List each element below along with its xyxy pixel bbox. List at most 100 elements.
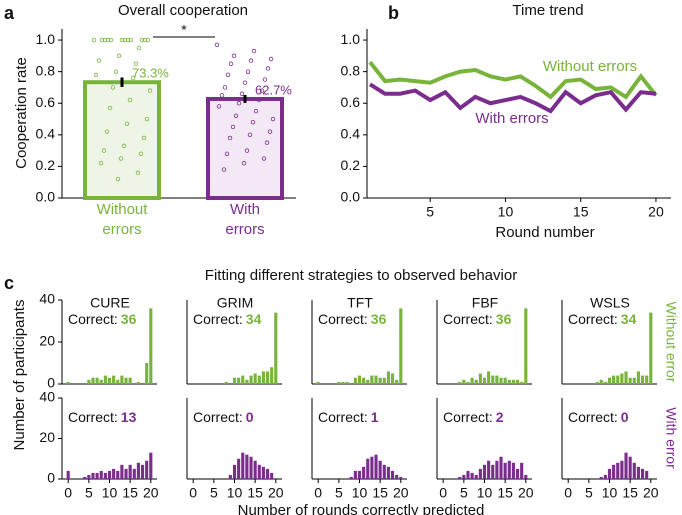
histogram-bar (270, 472, 274, 479)
histogram-bar (616, 462, 620, 479)
histogram-bar (386, 371, 390, 384)
histogram-bar (612, 375, 616, 384)
participant-point (247, 132, 253, 138)
participant-point (267, 129, 273, 134)
participant-point (119, 37, 125, 43)
histogram-bar (257, 375, 261, 384)
histogram-bar (112, 375, 116, 384)
participant-point (264, 140, 270, 145)
annotation-label: Correct: (68, 311, 118, 327)
histogram-bar (362, 466, 366, 479)
x-tick-label: 0 (439, 485, 447, 501)
histogram-bar (99, 379, 103, 384)
x-tick-label: 5 (210, 485, 218, 501)
participant-point (228, 61, 234, 66)
histogram-bar (83, 476, 87, 479)
participant-point (105, 37, 111, 43)
histogram-bar (466, 470, 470, 479)
participant-point (91, 37, 97, 43)
histogram-bar (124, 468, 128, 479)
correct-count: 36 (496, 311, 512, 327)
value-label: 73.3% (132, 66, 169, 81)
series-label: With errors (475, 110, 548, 127)
histogram-bar (599, 379, 603, 384)
histogram-bar (357, 470, 362, 479)
participant-point (230, 124, 236, 130)
histogram-bar (245, 454, 249, 479)
participant-point (127, 97, 133, 103)
histogram-bar (140, 464, 145, 479)
correct-annotation: Correct: 2 (443, 409, 504, 425)
x-tick-label: 20 (393, 485, 409, 501)
histogram-bar (87, 379, 91, 384)
participant-point (227, 135, 233, 141)
histogram-bar (524, 474, 528, 479)
histogram-bar (466, 381, 470, 384)
histogram-bar (374, 375, 378, 384)
histogram-bar (607, 468, 612, 479)
series-label: Without errors (543, 58, 637, 75)
histogram-bar (241, 375, 245, 384)
participant-point (116, 53, 122, 59)
x-tick-label: 15 (122, 485, 138, 501)
histogram-bar (390, 470, 395, 479)
y-tick-label: 20 (39, 333, 55, 349)
annotation-label: Correct: (443, 409, 493, 425)
y-tick-label: 0.2 (36, 157, 56, 173)
histogram-bar (474, 474, 478, 479)
participant-point (241, 161, 247, 166)
x-tick-label: 0 (564, 485, 572, 501)
chart-title: Overall cooperation (118, 2, 248, 19)
histogram-bar (390, 373, 395, 384)
x-tick-label: 20 (518, 485, 534, 501)
histogram-bar (341, 381, 345, 384)
histogram-bar (253, 373, 257, 384)
histogram-bar (87, 474, 91, 479)
y-tick-label: 0.0 (36, 189, 56, 205)
strategy-title: GRIM (217, 295, 254, 311)
value-label: 62.7% (255, 82, 292, 97)
histogram-bar (274, 312, 278, 384)
histogram-bar (607, 377, 612, 384)
x-tick-label: 5 (335, 485, 343, 501)
histogram-bar (249, 456, 253, 479)
x-tick-label: 0 (314, 485, 322, 501)
correct-count: 0 (246, 409, 254, 425)
correct-annotation: Correct: 36 (443, 311, 512, 327)
panel-label: b (388, 3, 399, 23)
bar (83, 80, 161, 200)
x-tick-label: 0 (189, 485, 197, 501)
histogram-bar (649, 312, 653, 384)
participant-point (130, 75, 136, 81)
histogram-bar (616, 375, 620, 384)
y-tick-label: 20 (39, 429, 55, 445)
participant-point (236, 101, 242, 106)
participant-point (219, 93, 225, 98)
participant-point (121, 143, 127, 149)
participant-point (242, 80, 248, 85)
x-tick-label: 15 (622, 485, 638, 501)
panel-label: a (4, 3, 15, 23)
histogram-bar (237, 377, 241, 384)
histogram-bar (382, 377, 386, 384)
x-tick-label: 15 (573, 204, 589, 220)
y-tick-label: 0.4 (341, 126, 361, 142)
histogram-bar (520, 462, 524, 479)
histogram-bar (228, 474, 232, 479)
histogram-bar (145, 460, 149, 479)
y-tick-label: 0 (47, 375, 55, 391)
participant-point (222, 85, 228, 90)
histogram-bar (362, 377, 366, 384)
histogram-bar (640, 375, 645, 384)
histogram-bar (511, 379, 515, 384)
histogram-bar (482, 464, 487, 479)
histogram-bar (107, 470, 112, 479)
histogram-bar (374, 454, 378, 479)
participant-point (253, 108, 259, 114)
correct-count: 34 (246, 311, 262, 327)
histogram-bar (491, 464, 495, 479)
x-tick-label: 10 (352, 485, 368, 501)
histogram-bar (399, 476, 403, 479)
histogram-bar (620, 460, 624, 479)
participant-point (225, 72, 231, 78)
